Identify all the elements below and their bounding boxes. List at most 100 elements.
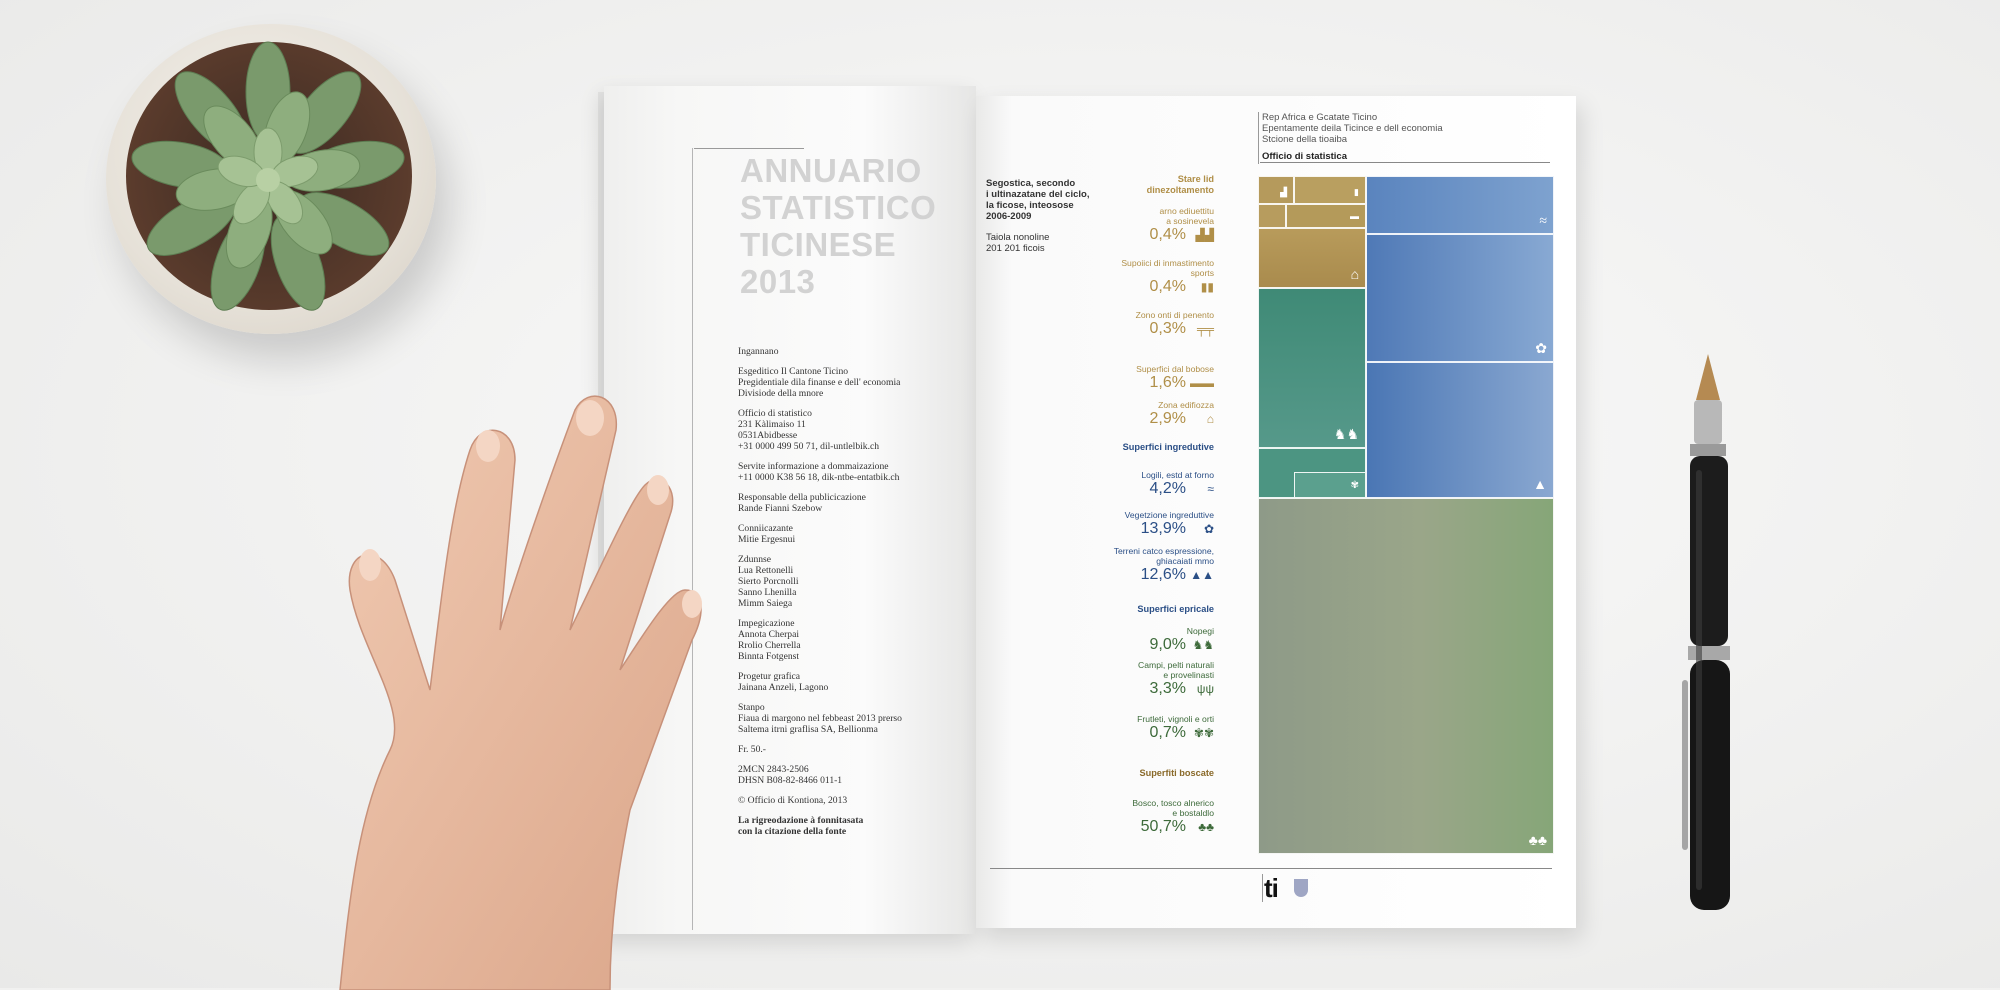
legend-item-label: Bosco, tosco alnerico	[1132, 798, 1214, 808]
tile-water: ≈	[1366, 176, 1554, 234]
colophon-line: Stanpo	[738, 702, 765, 713]
colophon-block: La rigreodazione à fonnitasata con la cit…	[738, 815, 968, 837]
legend-item: Frutleti, vignoli e orti 0,7% ✾✾	[1137, 714, 1214, 742]
legend-item: Bosco, tosco alnerico e bostaldlo 50,7% ♣♣	[1132, 798, 1214, 836]
legend-item-label: Zona edifiozza	[1158, 400, 1214, 410]
legend-item-label: arno ediuettitu	[1159, 206, 1214, 216]
legend-item: arno ediuettitu a sosinevela 0,4% ▟▟	[1150, 206, 1214, 244]
title-line: TICINESE	[740, 226, 897, 263]
header-office: Officio di statistica	[1262, 151, 1347, 162]
water-icon: ≈	[1207, 482, 1214, 496]
legend-item-percent: 9,0%	[1149, 636, 1186, 653]
colophon-line: Sanno Lhenilla	[738, 587, 797, 598]
colophon-line: con la citazione della fonte	[738, 826, 847, 837]
title-line: STATISTICO	[740, 189, 937, 226]
legend-item-label: a sosinevela	[1166, 216, 1214, 226]
legend-item-label: e bostaldlo	[1172, 808, 1214, 818]
colophon-block: Ingannano	[738, 346, 968, 357]
legend-item: Campi, pelti naturali e provelinasti 3,3% ψ…	[1138, 660, 1214, 698]
legend-item: Zono onti di penento 0,3% ╤╤	[1136, 310, 1214, 338]
colophon-block: Zdunnse Lua Rettonelli Sierto Porcnolli San…	[738, 554, 968, 609]
colophon-line: Sierto Porcnolli	[738, 576, 799, 587]
colophon-line: Conniicazante	[738, 523, 793, 534]
legend-item: Logili, estd at forno 4,2% ≈	[1141, 470, 1214, 498]
title-rule	[694, 148, 804, 149]
legend-item-label: Superfici dal bobose	[1136, 364, 1214, 374]
crest-icon	[1294, 879, 1308, 897]
colophon-line: +31 0000 499 50 71, dil-untlelbik.ch	[738, 441, 880, 452]
legend-item-percent: 1,6%	[1149, 374, 1186, 391]
book-cover-title: ANNUARIO STATISTICO TICINESE 2013	[740, 152, 936, 300]
succulent-plant	[131, 41, 405, 311]
trees-icon: ♣♣	[1528, 834, 1547, 849]
legend-item-percent: 0,7%	[1149, 724, 1186, 741]
colophon-line: Mitie Ergesnui	[738, 534, 796, 545]
colophon-block: 2MCN 2843-2506 DHSN B08-82-8466 011-1	[738, 764, 968, 786]
intro-line: 2006-2009	[986, 211, 1032, 222]
section-title: Stare lid dinezoltamento	[1147, 174, 1214, 195]
car-icon: ▬	[1350, 211, 1359, 221]
page-header: Rep Africa e Gcatate Ticino Epentamente …	[1262, 112, 1443, 162]
wheat-icon: ψψ	[1196, 682, 1214, 696]
colophon-block: Stanpo Fiaua di margono nel febbeast 2013…	[738, 702, 968, 735]
bench-icon: ╤╤	[1196, 322, 1214, 336]
legend-item-label: Campi, pelti naturali	[1138, 660, 1214, 670]
tile-orchards: ✾	[1294, 472, 1366, 498]
title-line: 2013	[740, 263, 816, 300]
colophon-block: Conniicazante Mitie Ergesnui	[738, 523, 968, 545]
section-title-line: Superfici epricale	[1137, 604, 1214, 614]
legend-item-label: Vegetzione ingreduttive	[1124, 510, 1214, 520]
intro-total-line: 201 201 ficois	[986, 243, 1045, 254]
colophon-line: Annota Cherpai	[738, 629, 800, 640]
colophon-line: Lua Rettonelli	[738, 565, 794, 576]
hand	[339, 395, 702, 990]
left-page-vertical-rule	[692, 148, 693, 930]
legend-item-percent: 12,6%	[1140, 566, 1186, 583]
legend-item-percent: 0,4%	[1149, 278, 1186, 295]
house-icon: ⌂	[1206, 412, 1214, 426]
legend-item: Superfici dal bobose 1,6% ▬▬	[1136, 364, 1214, 392]
colophon-line: Ingannano	[738, 346, 779, 357]
colophon-line: Impegicazione	[738, 618, 795, 629]
fruit-icon: ✾	[1350, 480, 1359, 491]
colophon-block: © Officio di Kontiona, 2013	[738, 795, 968, 806]
header-line: Rep Africa e Gcatate Ticino	[1262, 112, 1378, 123]
legend-item-label: Nopegi	[1186, 626, 1214, 636]
flower-icon: ✿	[1203, 522, 1214, 536]
section-title: Superfici ingredutive	[1123, 442, 1214, 453]
legend-item-percent: 0,4%	[1149, 226, 1186, 243]
tools-icon: ▮	[1354, 187, 1359, 197]
tile-forest: ♣♣	[1258, 498, 1554, 854]
colophon-line: 0531Abidbesse	[738, 430, 798, 441]
colophon-line: Fiaua di margono nel febbeast 2013 prers…	[738, 713, 902, 724]
colophon-block: Esgeditico Il Cantone Ticino Pregidential…	[738, 366, 968, 399]
footer-rule	[990, 868, 1552, 869]
legend-item-label: Frutleti, vignoli e orti	[1137, 714, 1214, 724]
legend-item-label: ghiacaiati mmo	[1156, 556, 1214, 566]
section-title-line: Superfiti boscate	[1139, 768, 1214, 778]
colophon-line: © Officio di Kontiona, 2013	[738, 795, 848, 806]
colophon-line: Binnta Fotgenst	[738, 651, 800, 662]
colophon-line: Rande Fianni Szebow	[738, 503, 823, 514]
legend-item: Zona edifiozza 2,9% ⌂	[1150, 400, 1214, 428]
colophon-block: Progetur grafica Jainana Anzeli, Lagono	[738, 671, 968, 693]
logo-text: ti	[1264, 873, 1279, 903]
intro-line: la ficose, inteosose	[986, 200, 1074, 211]
legend-item-percent: 2,9%	[1149, 410, 1186, 427]
car-icon: ▬▬	[1190, 376, 1214, 390]
cows-icon: ♞♞	[1192, 638, 1214, 652]
legend-item-percent: 0,3%	[1149, 320, 1186, 337]
colophon-line: Jainana Anzeli, Lagono	[738, 682, 829, 693]
colophon-line: Saltema itrni graflisa SA, Bellionma	[738, 724, 878, 735]
colophon-line: Zdunnse	[738, 554, 772, 565]
legend-item-label: Supoiici di inmastimento	[1121, 258, 1214, 268]
colophon-line: DHSN B08-82-8466 011-1	[738, 775, 843, 786]
header-rule	[1260, 162, 1550, 163]
legend-item-percent: 50,7%	[1140, 818, 1186, 835]
legend-item: Nopegi 9,0% ♞♞	[1150, 626, 1214, 654]
legend-item-label: Zono onti di penento	[1135, 310, 1214, 320]
colophon-line: Mimm Saiega	[738, 598, 793, 609]
section-title-line: dinezoltamento	[1146, 184, 1214, 195]
header-line: Stcione della tioaiba	[1262, 134, 1348, 145]
section-title-line: Stare lid	[1177, 174, 1214, 184]
